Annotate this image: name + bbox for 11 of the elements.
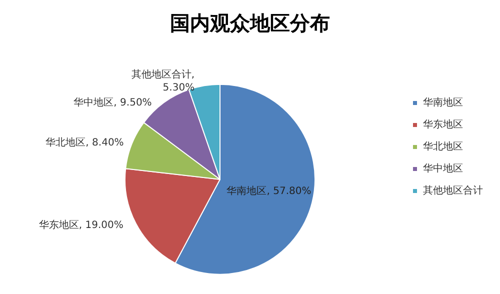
legend-label: 其他地区合计: [423, 184, 483, 196]
legend-label: 华北地区: [423, 140, 463, 152]
legend-label: 华南地区: [423, 96, 463, 108]
data-label: 华中地区, 9.50%: [74, 96, 152, 109]
data-label: 华北地区, 8.40%: [46, 136, 124, 148]
legend-label: 华中地区: [423, 162, 463, 174]
data-label: 其他地区合计, 5.30%: [131, 68, 195, 94]
data-label: 华东地区, 19.00%: [38, 218, 124, 231]
data-label: 华南地区, 57.80%: [226, 185, 312, 198]
chart-title: 国内观众地区分布: [170, 11, 330, 35]
legend-label: 华东地区: [423, 118, 463, 130]
